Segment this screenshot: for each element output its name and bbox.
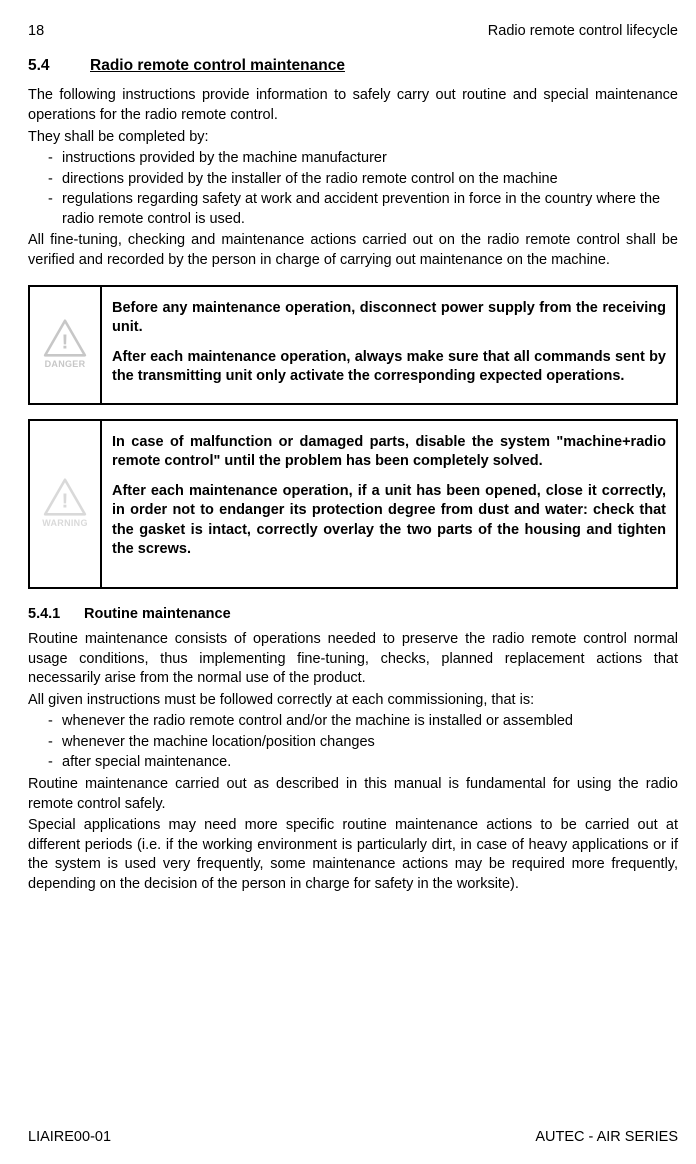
danger-box: ! DANGER Before any maintenance operatio… (28, 285, 678, 405)
warning-p2: After each maintenance operation, if a u… (112, 482, 666, 560)
danger-text: Before any maintenance operation, discon… (102, 287, 676, 403)
section-number: 5.4 (28, 56, 90, 77)
chapter-title: Radio remote control lifecycle (488, 22, 678, 42)
sub-p2: All given instructions must be followed … (28, 691, 678, 711)
sub-bullets: whenever the radio remote control and/or… (28, 712, 678, 773)
subsection-title: Routine maintenance (84, 606, 231, 622)
danger-p1: Before any maintenance operation, discon… (112, 299, 666, 338)
subsection-number: 5.4.1 (28, 605, 84, 625)
page-number: 18 (28, 22, 44, 42)
warning-text: In case of malfunction or damaged parts,… (102, 421, 676, 587)
svg-text:!: ! (62, 489, 69, 512)
sub-p4: Special applications may need more speci… (28, 816, 678, 894)
intro-paragraph: The following instructions provide infor… (28, 86, 678, 125)
footer-right: AUTEC - AIR SERIES (535, 1128, 678, 1148)
intro-lead: They shall be completed by: (28, 128, 678, 148)
section-title: Radio remote control maintenance (90, 57, 345, 74)
svg-text:!: ! (62, 330, 69, 353)
intro-bullets: instructions provided by the machine man… (28, 149, 678, 229)
list-item: whenever the radio remote control and/or… (48, 712, 678, 732)
page-header: 18 Radio remote control lifecycle (28, 22, 678, 42)
list-item: after special maintenance. (48, 753, 678, 773)
sub-p3: Routine maintenance carried out as descr… (28, 775, 678, 814)
danger-label: DANGER (45, 358, 86, 370)
page-footer: LIAIRE00-01 AUTEC - AIR SERIES (28, 1128, 678, 1148)
section-heading: 5.4Radio remote control maintenance (28, 56, 678, 77)
danger-icon-cell: ! DANGER (30, 287, 102, 403)
list-item: regulations regarding safety at work and… (48, 190, 678, 229)
warning-p1: In case of malfunction or damaged parts,… (112, 433, 666, 472)
warning-label: WARNING (42, 517, 88, 529)
warning-triangle-icon: ! (43, 478, 87, 516)
footer-left: LIAIRE00-01 (28, 1128, 111, 1148)
list-item: directions provided by the installer of … (48, 170, 678, 190)
intro-paragraph-3: All fine-tuning, checking and maintenanc… (28, 231, 678, 270)
sub-p1: Routine maintenance consists of operatio… (28, 630, 678, 689)
warning-box: ! WARNING In case of malfunction or dama… (28, 419, 678, 589)
warning-icon-cell: ! WARNING (30, 421, 102, 587)
list-item: instructions provided by the machine man… (48, 149, 678, 169)
danger-triangle-icon: ! (43, 319, 87, 357)
list-item: whenever the machine location/position c… (48, 733, 678, 753)
subsection-heading: 5.4.1Routine maintenance (28, 605, 678, 625)
danger-p2: After each maintenance operation, always… (112, 348, 666, 387)
